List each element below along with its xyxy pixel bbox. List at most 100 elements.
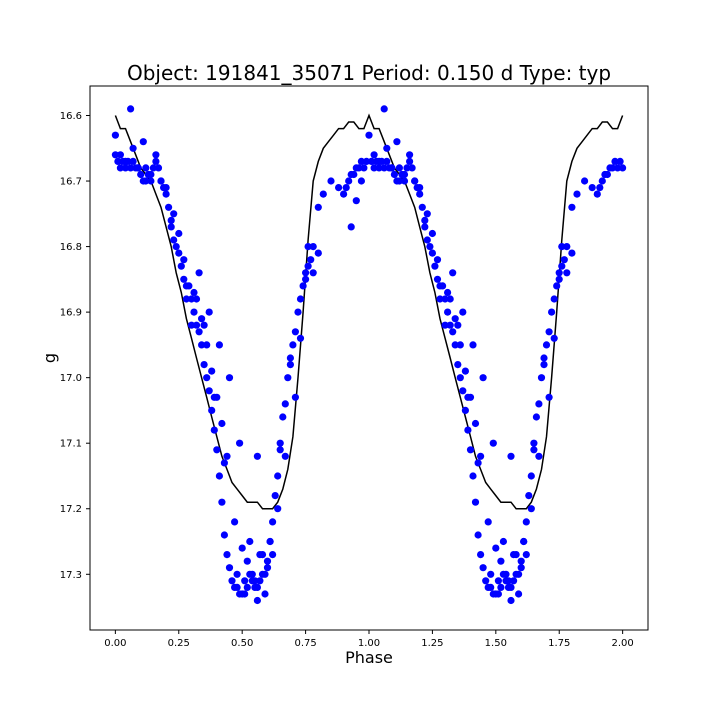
data-point: [507, 597, 514, 604]
data-point: [203, 374, 210, 381]
data-point: [300, 282, 307, 289]
data-point: [135, 164, 142, 171]
data-point: [500, 538, 507, 545]
x-tick-label: 0.50: [231, 638, 253, 649]
data-point: [551, 295, 558, 302]
data-point: [442, 322, 449, 329]
data-point: [297, 295, 304, 302]
data-point: [264, 558, 271, 565]
data-point: [553, 282, 560, 289]
data-point: [216, 341, 223, 348]
data-point: [206, 387, 213, 394]
data-point: [429, 250, 436, 257]
data-point: [190, 289, 197, 296]
data-point: [244, 584, 251, 591]
data-point: [523, 551, 530, 558]
x-tick-label: 1.75: [548, 638, 570, 649]
data-point: [563, 269, 570, 276]
data-point: [454, 322, 461, 329]
data-point: [434, 256, 441, 263]
data-point: [297, 335, 304, 342]
data-point: [480, 564, 487, 571]
data-point: [175, 230, 182, 237]
data-point: [546, 394, 553, 401]
x-axis-label: Phase: [345, 648, 393, 667]
data-point: [596, 184, 603, 191]
data-point: [315, 204, 322, 211]
data-point: [157, 177, 164, 184]
data-point: [464, 427, 471, 434]
data-point: [416, 191, 423, 198]
data-point: [170, 210, 177, 217]
y-tick-label: 17.0: [60, 373, 82, 384]
data-point: [459, 309, 466, 316]
data-point: [365, 132, 372, 139]
data-point: [599, 177, 606, 184]
data-point: [180, 276, 187, 283]
data-point: [477, 453, 484, 460]
data-point: [221, 459, 228, 466]
data-point: [530, 446, 537, 453]
data-point: [231, 518, 238, 525]
data-point: [528, 472, 535, 479]
data-point: [196, 328, 203, 335]
data-point: [449, 269, 456, 276]
data-point: [272, 492, 279, 499]
data-point: [535, 453, 542, 460]
data-point: [292, 394, 299, 401]
data-point: [462, 407, 469, 414]
data-point: [388, 164, 395, 171]
data-point: [294, 309, 301, 316]
data-point: [142, 164, 149, 171]
data-point: [279, 413, 286, 420]
data-point: [320, 191, 327, 198]
data-point: [269, 551, 276, 558]
data-point: [196, 269, 203, 276]
data-point: [424, 236, 431, 243]
data-point: [267, 538, 274, 545]
data-point: [528, 505, 535, 512]
data-point: [165, 204, 172, 211]
data-point: [444, 289, 451, 296]
data-point: [540, 361, 547, 368]
data-point: [348, 223, 355, 230]
data-point: [216, 472, 223, 479]
data-point: [396, 164, 403, 171]
data-point: [546, 328, 553, 335]
data-point: [406, 151, 413, 158]
data-point: [163, 184, 170, 191]
data-point: [345, 177, 352, 184]
data-point: [391, 171, 398, 178]
data-point: [619, 164, 626, 171]
data-point: [401, 171, 408, 178]
data-point: [401, 177, 408, 184]
data-point: [436, 295, 443, 302]
data-point: [459, 387, 466, 394]
data-point: [457, 341, 464, 348]
data-point: [475, 459, 482, 466]
data-point: [421, 223, 428, 230]
data-point: [426, 243, 433, 250]
data-point: [617, 158, 624, 165]
data-point: [302, 269, 309, 276]
data-point: [381, 105, 388, 112]
data-point: [350, 171, 357, 178]
data-point: [178, 263, 185, 270]
data-point: [211, 427, 218, 434]
data-point: [185, 282, 192, 289]
data-point: [223, 453, 230, 460]
data-point: [287, 354, 294, 361]
data-point: [269, 518, 276, 525]
data-point: [289, 341, 296, 348]
data-point: [188, 322, 195, 329]
data-point: [495, 577, 502, 584]
data-point: [358, 177, 365, 184]
data-point: [284, 374, 291, 381]
data-point: [487, 571, 494, 578]
data-point: [239, 545, 246, 552]
data-point: [383, 158, 390, 165]
data-point: [228, 577, 235, 584]
data-point: [505, 577, 512, 584]
data-point: [343, 184, 350, 191]
data-point: [490, 440, 497, 447]
